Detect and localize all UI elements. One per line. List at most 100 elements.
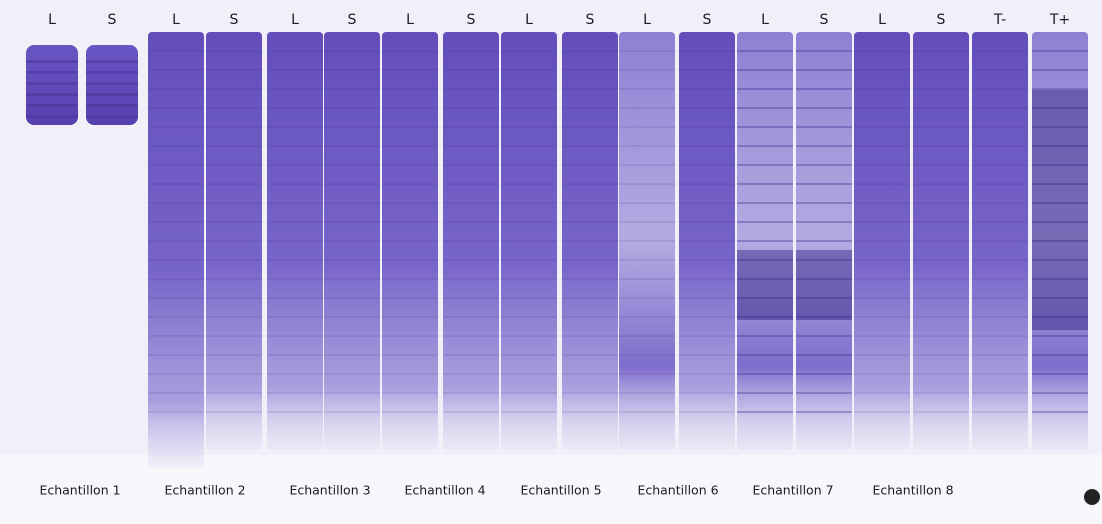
band — [796, 126, 852, 128]
lane-label: L — [761, 12, 769, 28]
band — [796, 240, 852, 242]
band — [796, 259, 852, 261]
band — [267, 69, 323, 71]
band — [562, 50, 618, 52]
band — [382, 373, 438, 375]
lane — [737, 32, 793, 450]
band — [206, 88, 262, 90]
band — [206, 373, 262, 375]
band — [1032, 316, 1088, 318]
band — [737, 69, 793, 71]
lane-label: S — [108, 12, 117, 28]
band — [619, 107, 675, 109]
band — [796, 297, 852, 299]
band — [148, 88, 204, 90]
band — [443, 88, 499, 90]
band — [443, 126, 499, 128]
lane — [972, 32, 1028, 450]
lane-label: S — [467, 12, 476, 28]
band — [679, 373, 735, 375]
lane-label: S — [348, 12, 357, 28]
band — [737, 354, 793, 356]
band — [619, 126, 675, 128]
band — [501, 240, 557, 242]
lane — [1032, 32, 1088, 450]
band — [796, 88, 852, 90]
band — [913, 373, 969, 375]
band — [382, 202, 438, 204]
band — [148, 354, 204, 356]
band — [796, 107, 852, 109]
band — [737, 411, 793, 413]
band — [443, 240, 499, 242]
band — [972, 69, 1028, 71]
band — [324, 164, 380, 166]
band — [501, 373, 557, 375]
band — [1032, 335, 1088, 337]
band — [267, 221, 323, 223]
band — [562, 259, 618, 261]
band — [324, 221, 380, 223]
band — [148, 183, 204, 185]
band — [854, 373, 910, 375]
band — [679, 69, 735, 71]
band — [382, 69, 438, 71]
band — [1032, 392, 1088, 394]
band — [972, 373, 1028, 375]
band — [1032, 278, 1088, 280]
band — [148, 202, 204, 204]
band — [679, 50, 735, 52]
band — [443, 107, 499, 109]
lane — [854, 32, 910, 450]
band — [562, 164, 618, 166]
band — [443, 164, 499, 166]
band — [1032, 411, 1088, 413]
band — [26, 104, 78, 107]
band — [737, 202, 793, 204]
band — [206, 183, 262, 185]
band — [443, 392, 499, 394]
band — [206, 278, 262, 280]
band — [267, 50, 323, 52]
band — [562, 240, 618, 242]
lane — [562, 32, 618, 450]
band — [86, 82, 138, 85]
band — [501, 335, 557, 337]
band — [382, 145, 438, 147]
band — [382, 259, 438, 261]
band — [148, 69, 204, 71]
lane — [206, 32, 262, 450]
band — [619, 335, 675, 337]
band — [796, 278, 852, 280]
band — [324, 50, 380, 52]
band — [737, 164, 793, 166]
band — [86, 71, 138, 74]
band — [267, 316, 323, 318]
band — [1032, 69, 1088, 71]
band — [206, 297, 262, 299]
band — [972, 335, 1028, 337]
band — [382, 126, 438, 128]
sample-label: Echantillon 3 — [289, 483, 370, 498]
band — [206, 202, 262, 204]
band — [913, 164, 969, 166]
lane-label: T+ — [1049, 12, 1070, 28]
band — [324, 316, 380, 318]
band — [737, 297, 793, 299]
band — [619, 297, 675, 299]
band — [854, 297, 910, 299]
band — [972, 297, 1028, 299]
band — [148, 392, 204, 394]
band — [443, 145, 499, 147]
band — [148, 240, 204, 242]
band — [148, 335, 204, 337]
band — [619, 183, 675, 185]
lane — [501, 32, 557, 450]
band — [854, 259, 910, 261]
band — [913, 126, 969, 128]
band — [619, 354, 675, 356]
band — [679, 240, 735, 242]
band — [972, 240, 1028, 242]
band — [206, 126, 262, 128]
